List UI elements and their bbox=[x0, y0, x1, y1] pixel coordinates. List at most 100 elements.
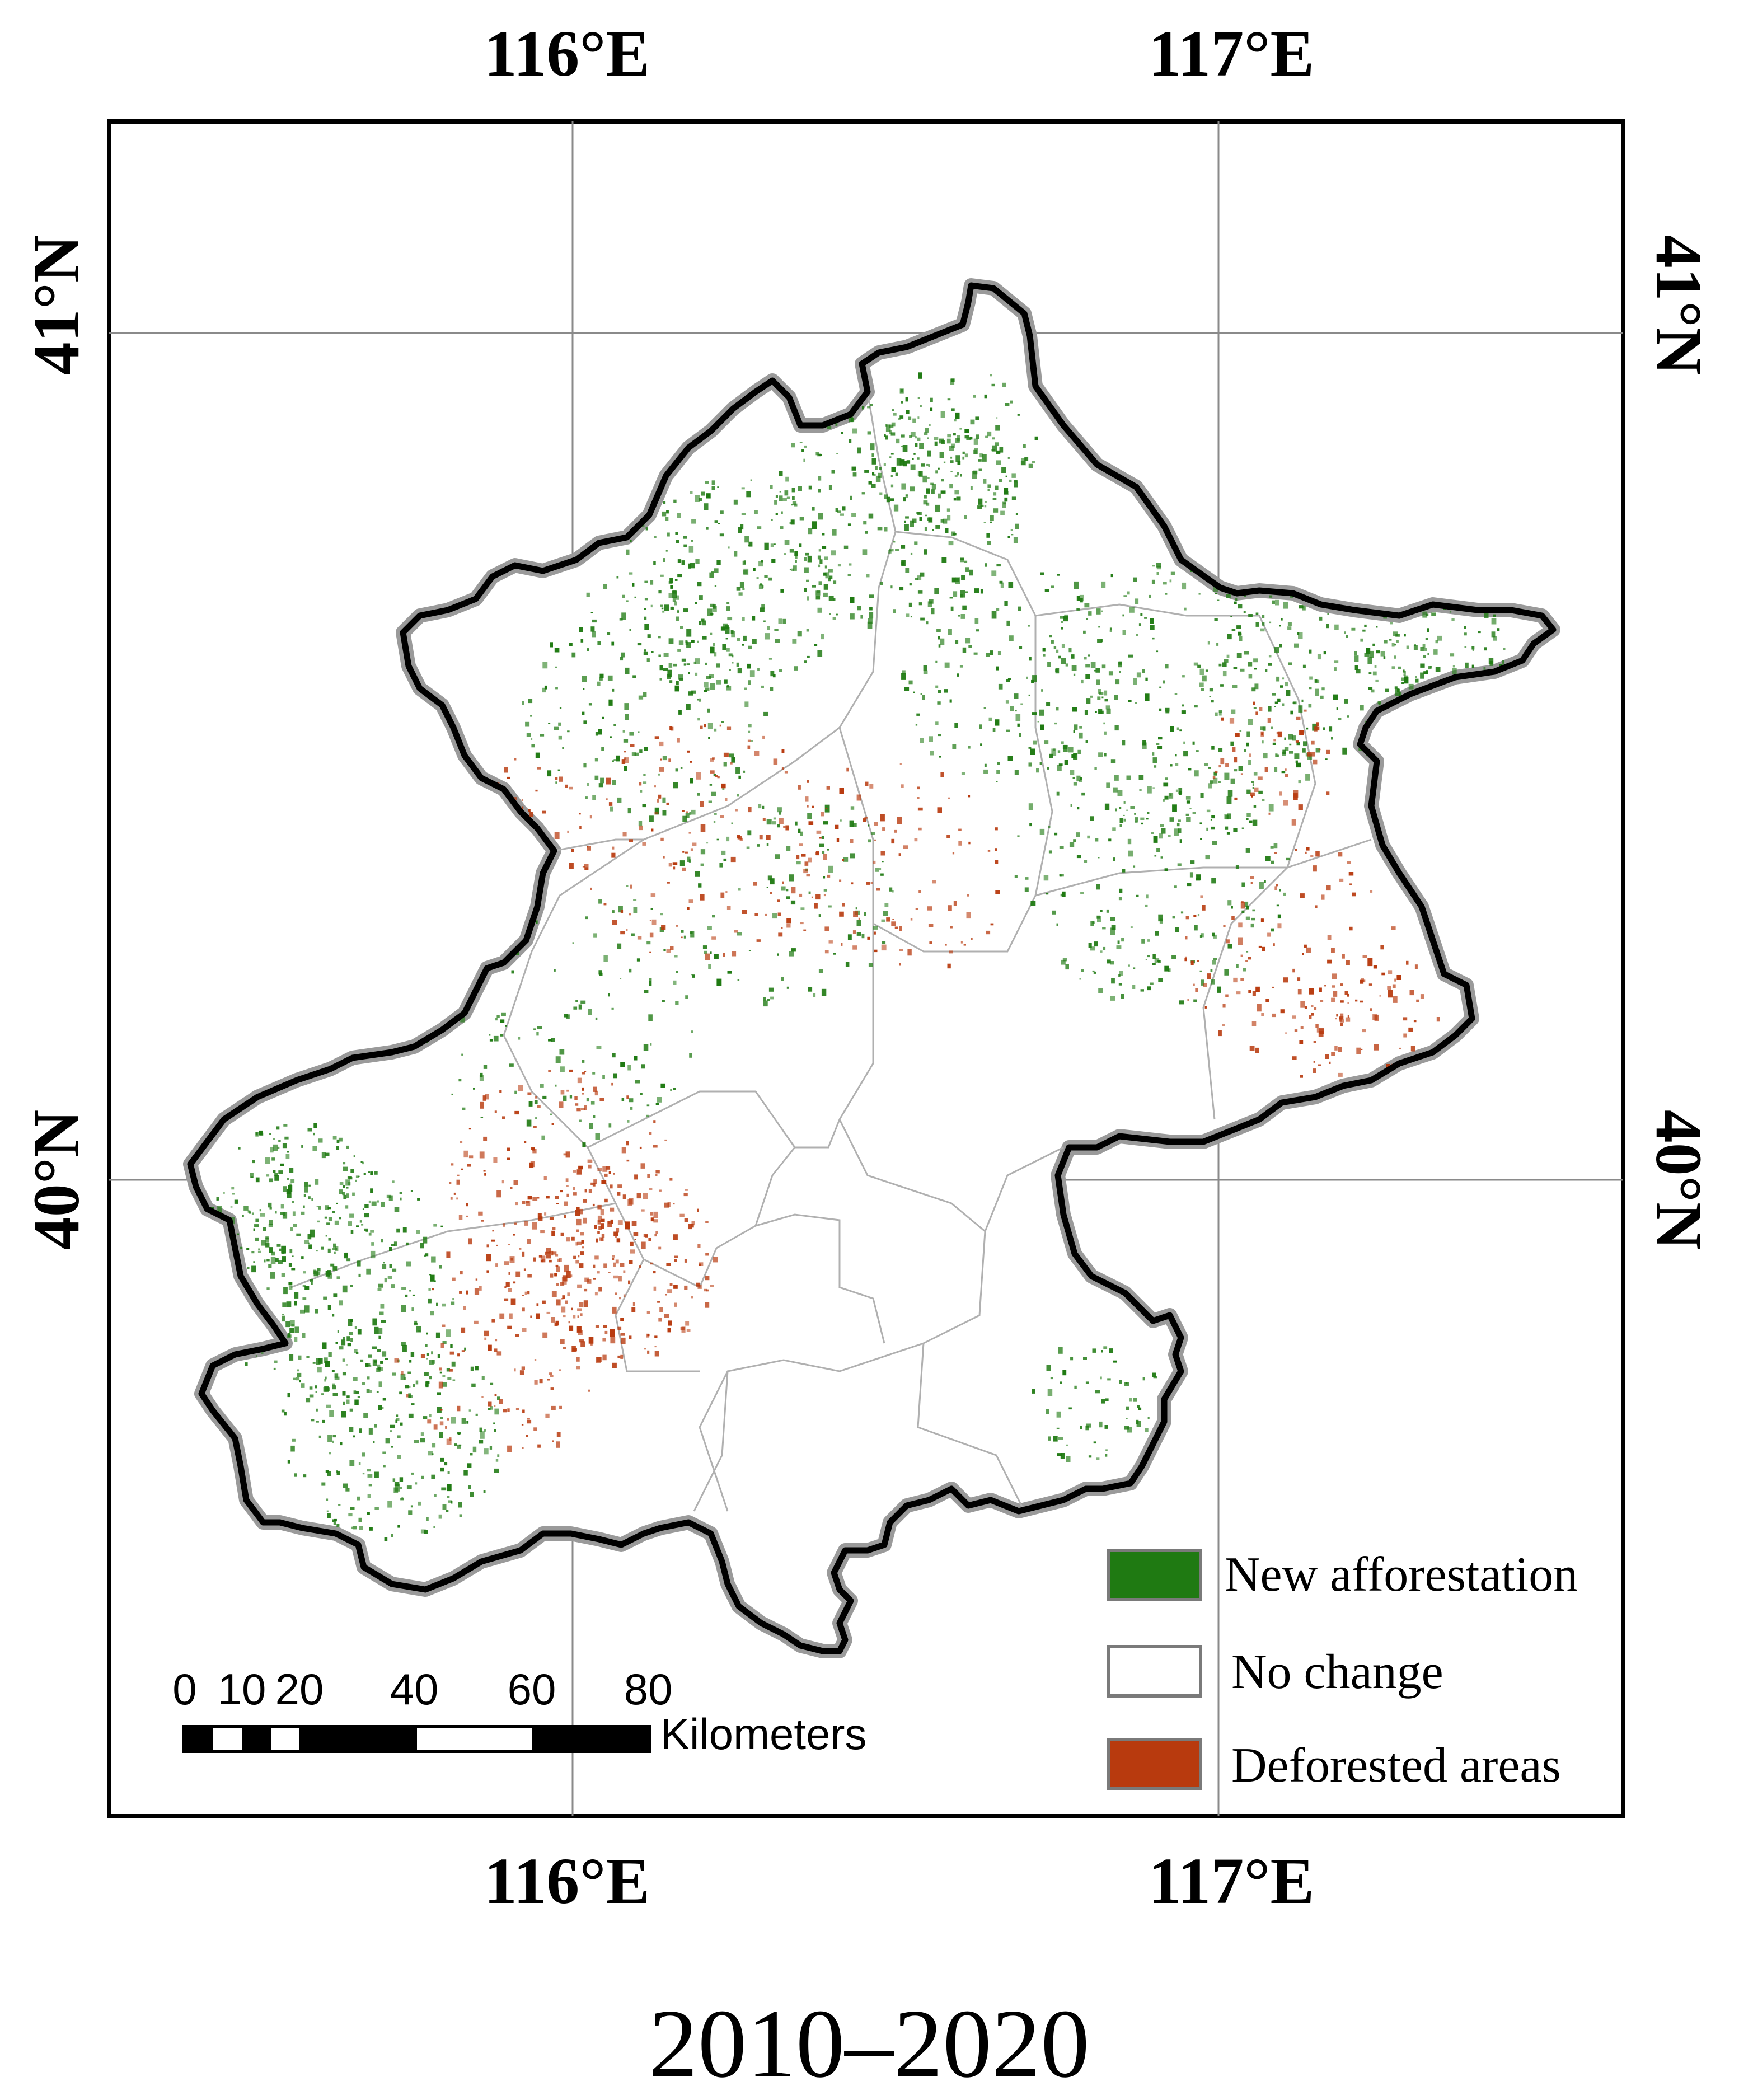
afforestation-pixel bbox=[579, 1119, 582, 1122]
afforestation-pixel bbox=[542, 687, 546, 693]
afforestation-pixel bbox=[920, 405, 922, 407]
deforestation-pixel bbox=[647, 1350, 650, 1354]
afforestation-pixel bbox=[910, 432, 916, 437]
afforestation-pixel bbox=[378, 1335, 381, 1339]
deforestation-pixel bbox=[1268, 812, 1271, 815]
deforestation-pixel bbox=[657, 1301, 660, 1303]
afforestation-pixel bbox=[408, 1395, 413, 1398]
deforestation-pixel bbox=[623, 1294, 626, 1297]
afforestation-pixel bbox=[1288, 662, 1292, 665]
afforestation-pixel bbox=[923, 670, 928, 674]
afforestation-pixel bbox=[481, 1376, 485, 1380]
deforestation-pixel bbox=[488, 1344, 492, 1351]
deforestation-pixel bbox=[621, 1337, 626, 1344]
afforestation-pixel bbox=[392, 1180, 395, 1183]
afforestation-pixel bbox=[917, 575, 922, 580]
afforestation-pixel bbox=[1114, 695, 1118, 700]
afforestation-pixel bbox=[479, 1075, 484, 1081]
afforestation-pixel bbox=[695, 602, 697, 604]
afforestation-pixel bbox=[904, 520, 906, 523]
afforestation-pixel bbox=[767, 875, 772, 881]
afforestation-pixel bbox=[704, 682, 709, 688]
afforestation-pixel bbox=[916, 713, 920, 716]
afforestation-pixel bbox=[728, 546, 730, 549]
afforestation-pixel bbox=[1426, 670, 1428, 672]
afforestation-pixel bbox=[470, 1453, 473, 1456]
deforestation-pixel bbox=[1300, 1001, 1305, 1008]
deforestation-pixel bbox=[502, 1116, 505, 1119]
afforestation-pixel bbox=[1262, 740, 1264, 744]
afforestation-pixel bbox=[851, 466, 856, 471]
afforestation-pixel bbox=[1154, 958, 1160, 963]
afforestation-pixel bbox=[669, 680, 673, 683]
deforestation-pixel bbox=[891, 921, 896, 926]
afforestation-pixel bbox=[381, 1239, 383, 1243]
afforestation-pixel bbox=[421, 1475, 424, 1479]
afforestation-pixel bbox=[627, 1120, 630, 1123]
afforestation-pixel bbox=[301, 1145, 303, 1148]
deforestation-pixel bbox=[559, 1101, 564, 1108]
afforestation-pixel bbox=[650, 580, 654, 585]
afforestation-pixel bbox=[334, 1373, 339, 1378]
deforestation-pixel bbox=[1349, 883, 1352, 885]
deforestation-pixel bbox=[666, 1263, 671, 1266]
afforestation-pixel bbox=[282, 1315, 285, 1322]
afforestation-pixel bbox=[1084, 860, 1088, 863]
deforestation-pixel bbox=[589, 815, 592, 819]
afforestation-pixel bbox=[595, 1017, 598, 1020]
deforestation-pixel bbox=[1374, 1014, 1379, 1021]
afforestation-pixel bbox=[938, 734, 941, 737]
deforestation-pixel bbox=[526, 1201, 529, 1203]
afforestation-pixel bbox=[1159, 686, 1162, 688]
afforestation-pixel bbox=[767, 999, 770, 1001]
deforestation-pixel bbox=[574, 1096, 578, 1100]
deforestation-pixel bbox=[650, 1217, 654, 1222]
deforestation-pixel bbox=[990, 923, 994, 926]
afforestation-pixel bbox=[1241, 910, 1245, 913]
afforestation-pixel bbox=[849, 563, 852, 566]
afforestation-pixel bbox=[321, 1482, 326, 1486]
afforestation-pixel bbox=[1175, 754, 1177, 757]
afforestation-pixel bbox=[301, 1256, 304, 1259]
deforestation-pixel bbox=[1311, 1005, 1314, 1007]
afforestation-pixel bbox=[792, 639, 797, 644]
deforestation-pixel bbox=[551, 1317, 555, 1323]
afforestation-pixel bbox=[575, 1000, 578, 1002]
afforestation-pixel bbox=[779, 811, 781, 815]
deforestation-pixel bbox=[663, 856, 665, 859]
deforestation-pixel bbox=[598, 1287, 602, 1292]
legend-label-new-afforestation: New afforestation bbox=[1225, 1548, 1578, 1602]
afforestation-pixel bbox=[1245, 848, 1250, 853]
afforestation-pixel bbox=[918, 372, 922, 379]
deforestation-pixel bbox=[527, 1291, 530, 1295]
afforestation-pixel bbox=[382, 1451, 386, 1454]
afforestation-pixel bbox=[1119, 971, 1123, 976]
afforestation-pixel bbox=[996, 460, 1001, 465]
deforestation-pixel bbox=[781, 927, 783, 929]
afforestation-pixel bbox=[643, 781, 647, 784]
afforestation-pixel bbox=[713, 643, 715, 646]
deforestation-pixel bbox=[1234, 797, 1238, 800]
afforestation-pixel bbox=[1315, 748, 1320, 753]
deforestation-pixel bbox=[420, 1354, 425, 1358]
afforestation-pixel bbox=[1076, 596, 1080, 601]
afforestation-pixel bbox=[391, 1446, 393, 1448]
afforestation-pixel bbox=[558, 722, 561, 726]
afforestation-pixel bbox=[1320, 695, 1324, 699]
afforestation-pixel bbox=[273, 1138, 275, 1140]
afforestation-pixel bbox=[1248, 719, 1253, 725]
afforestation-pixel bbox=[689, 812, 692, 815]
deforestation-pixel bbox=[739, 837, 743, 841]
afforestation-pixel bbox=[1066, 1456, 1071, 1462]
afforestation-pixel bbox=[1152, 787, 1155, 789]
afforestation-pixel bbox=[309, 1386, 313, 1390]
deforestation-pixel bbox=[596, 1238, 598, 1243]
afforestation-pixel bbox=[414, 1440, 419, 1443]
afforestation-pixel bbox=[890, 585, 893, 589]
deforestation-pixel bbox=[1416, 999, 1419, 1002]
afforestation-pixel bbox=[969, 437, 973, 440]
afforestation-pixel bbox=[674, 601, 677, 606]
deforestation-pixel bbox=[534, 1380, 538, 1385]
afforestation-pixel bbox=[629, 732, 634, 736]
afforestation-pixel bbox=[875, 475, 881, 482]
